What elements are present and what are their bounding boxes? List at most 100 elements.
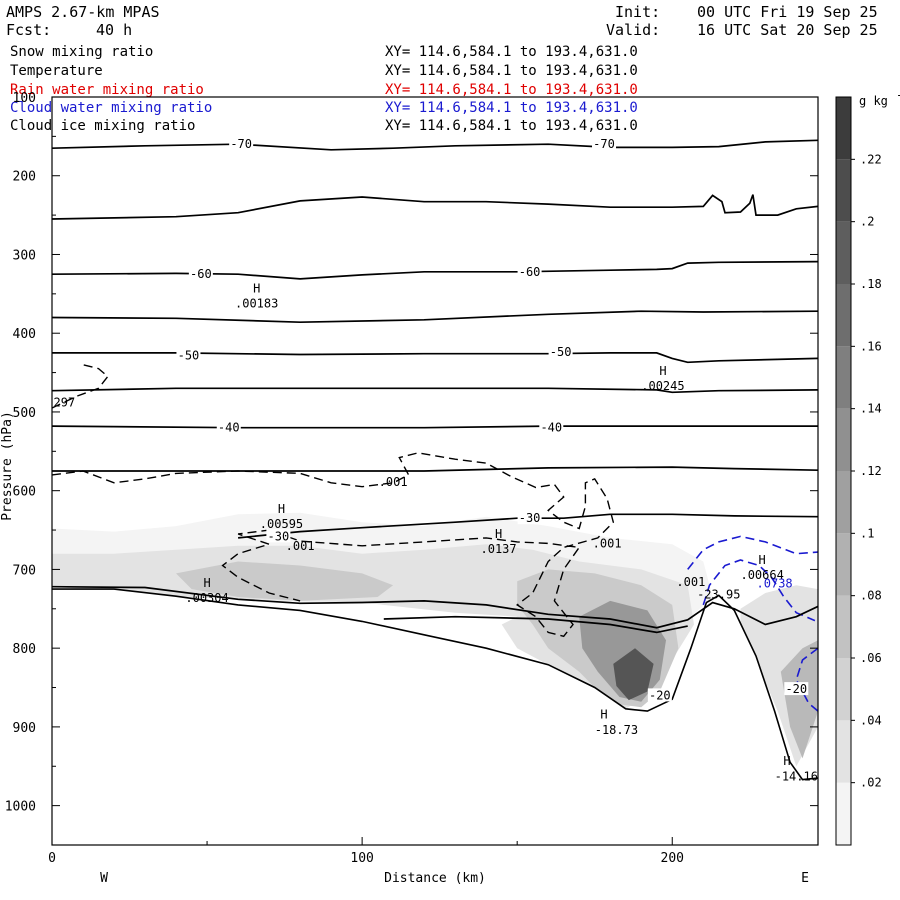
colorbar-unit-exponent: -1 [896, 88, 900, 102]
cloud-ice-contour [52, 364, 109, 409]
temperature-contour [52, 260, 818, 280]
temperature-contour [52, 352, 818, 364]
colorbar-bin [836, 159, 851, 222]
colorbar-label: .1 [860, 526, 874, 540]
extremum-label: H [783, 754, 790, 768]
extremum-label: .00664 [740, 568, 783, 582]
plot-frame [51, 96, 819, 846]
colorbar: .02 .04 .06 .08 .1 .12 .14 .16 .18 .2 .22 g kg -1 [835, 88, 900, 846]
temperature-label-bg [216, 420, 241, 434]
colorbar-bin [836, 346, 851, 409]
cloud-ice-contours [52, 364, 615, 638]
colorbar-label: .16 [860, 339, 882, 353]
temperature-label-bg [188, 267, 213, 281]
temperature-contour [52, 387, 818, 394]
extremum-label: H [253, 281, 260, 295]
snow-shade-region [613, 648, 654, 701]
colorbar-bin [836, 97, 851, 160]
extremum-label: .001 [593, 536, 622, 550]
init-label: Init: [615, 3, 661, 21]
y-axis-label: Pressure (hPa) [0, 411, 15, 521]
temperature-label: -70 [230, 137, 252, 151]
terrain-line [52, 588, 818, 781]
extremum-label: 297 [54, 395, 76, 409]
extremum-label: H [203, 576, 210, 590]
extremum-label: H [600, 707, 607, 721]
legend-name: Temperature [10, 63, 103, 79]
temperature-label-bg [517, 511, 542, 525]
extremum-label: H [759, 553, 766, 567]
temperature-label-bg [229, 137, 254, 151]
temperature-label-bg [592, 137, 617, 151]
y-tick-label: 1000 [5, 800, 36, 815]
extremum-label: -23.95 [697, 588, 740, 602]
temperature-contour [52, 310, 818, 324]
temperature-contour [52, 466, 818, 472]
colorbar-bin [836, 595, 851, 658]
y-tick-label: 800 [13, 642, 36, 657]
temperature-label-bg [176, 348, 201, 362]
temperature-label: -50 [550, 345, 572, 359]
colorbar-label: .2 [860, 215, 874, 229]
extremum-label: .001 [379, 475, 408, 489]
legend-name: Rain water mixing ratio [10, 82, 204, 98]
extremum-label: -14.16 [775, 769, 818, 783]
terrain-fill [52, 589, 818, 845]
x-tick-label: 100 [350, 851, 373, 866]
colorbar-label: .02 [860, 776, 882, 790]
contour-labels: -70 -70-60 -60-50 -50-40 -40-30-30-20 -20H.00… [54, 137, 818, 783]
temperature-label: -50 [178, 348, 200, 362]
legend-xy: XY= 114.6,584.1 to 193.4,631.0 [385, 118, 638, 134]
y-tick-label: 600 [13, 485, 36, 500]
temperature-label: -30 [268, 529, 290, 543]
valid-label: Valid: [606, 21, 661, 39]
colorbar-label: .14 [860, 402, 882, 416]
extremum-label: H [659, 364, 666, 378]
cloud-water-label: .0738 [757, 577, 793, 591]
cloud-water-contour [687, 535, 818, 570]
x-tick-label: 0 [48, 851, 56, 866]
temperature-label: -60 [519, 265, 541, 279]
legend-name: Cloud ice mixing ratio [10, 118, 196, 134]
temperature-contour [52, 139, 818, 151]
extremum-label: .00595 [260, 517, 303, 531]
cloud-water-contour [702, 559, 816, 622]
cloud-ice-contour [52, 452, 615, 638]
y-top-label: 100 [13, 91, 36, 106]
colorbar-label: .22 [860, 152, 882, 166]
y-tick-label: 400 [13, 327, 36, 342]
colorbar-bin [836, 221, 851, 284]
forecast-label: Fcst: [6, 21, 52, 39]
y-tick-label: 900 [13, 721, 36, 736]
extremum-label: .001 [286, 539, 315, 553]
extremum-label: -18.73 [595, 723, 638, 737]
temperature-label: -30 [519, 511, 541, 525]
extremum-label: .00245 [641, 379, 684, 393]
colorbar-bin [836, 533, 851, 596]
extremum-label: .0137 [481, 542, 517, 556]
terrain-layer [52, 588, 818, 845]
temperature-label: -40 [540, 421, 562, 435]
extremum-label: .001 [676, 575, 705, 589]
colorbar-unit: g kg [859, 94, 888, 108]
colorbar-label: .12 [860, 464, 882, 478]
cloud-water-contour [795, 647, 818, 712]
colorbar-bin [836, 720, 851, 783]
valid-time: 16 UTC Sat 20 Sep 25 [697, 21, 878, 39]
legend-xy: XY= 114.6,584.1 to 193.4,631.0 [385, 100, 638, 116]
y-tick-label: 500 [13, 406, 36, 421]
colorbar-label: .08 [860, 589, 882, 603]
direction-east: E [801, 871, 809, 886]
temperature-label-bg [548, 345, 573, 359]
colorbar-label: .04 [860, 713, 882, 727]
legend-xy: XY= 114.6,584.1 to 193.4,631.0 [385, 44, 638, 60]
extremum-label: H [278, 502, 285, 516]
colorbar-bin [836, 284, 851, 347]
extremum-label: .00183 [235, 296, 278, 310]
legend-name: Snow mixing ratio [10, 44, 154, 60]
colorbar-bin [836, 658, 851, 721]
direction-west: W [100, 871, 108, 886]
temperature-contour [52, 194, 818, 220]
